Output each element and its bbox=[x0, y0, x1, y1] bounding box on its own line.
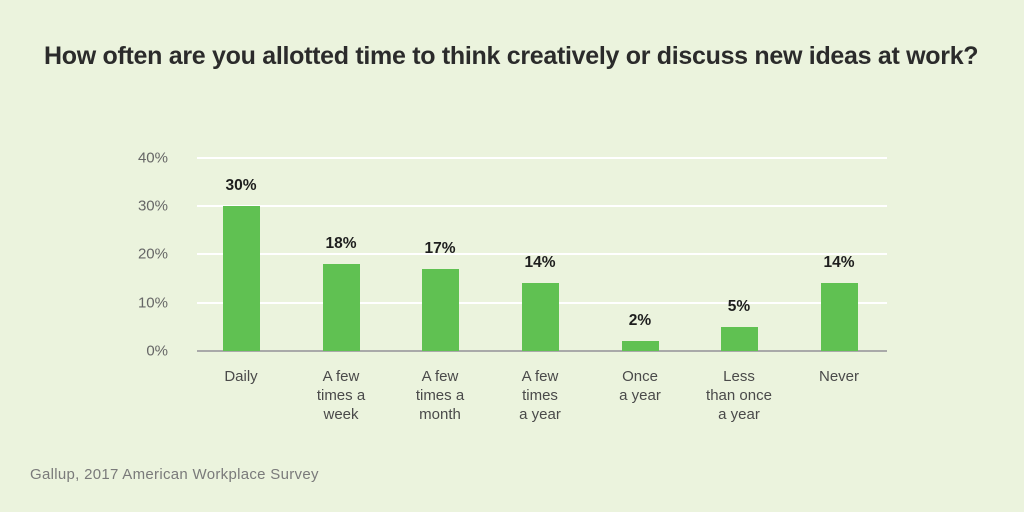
bar bbox=[820, 283, 858, 351]
y-axis-tick-label: 20% bbox=[137, 245, 168, 263]
bar-value-label: 14% bbox=[524, 254, 556, 272]
x-axis-category-label: Never bbox=[818, 368, 859, 385]
gridline bbox=[197, 253, 887, 256]
y-axis-tick-label: 0% bbox=[146, 342, 168, 360]
y-axis-tick-label: 30% bbox=[137, 197, 168, 215]
gridline bbox=[197, 156, 887, 159]
x-axis-category-label: A few times a week bbox=[316, 368, 366, 423]
bar bbox=[222, 206, 260, 351]
x-axis-baseline bbox=[197, 350, 887, 352]
y-axis-tick-label: 10% bbox=[137, 294, 168, 312]
x-axis-category-label: Daily bbox=[224, 368, 258, 385]
bar bbox=[720, 326, 758, 351]
gridline bbox=[197, 205, 887, 208]
bar-value-label: 14% bbox=[823, 254, 855, 272]
x-axis-category-label: A few times a year bbox=[519, 368, 561, 423]
bar-value-label: 30% bbox=[225, 177, 257, 195]
bar-value-label: 5% bbox=[727, 297, 751, 315]
bar-value-label: 17% bbox=[424, 239, 456, 257]
x-axis-category-label: A few times a month bbox=[415, 368, 465, 423]
bar-value-label: 2% bbox=[628, 312, 652, 330]
source-note: Gallup, 2017 American Workplace Survey bbox=[30, 466, 319, 483]
bar bbox=[521, 283, 559, 351]
bar bbox=[421, 268, 459, 351]
x-axis-category-label: Less than once a year bbox=[706, 368, 772, 423]
x-axis-category-label: Once a year bbox=[619, 368, 661, 404]
bar bbox=[322, 264, 360, 351]
bar bbox=[621, 341, 659, 351]
chart-title: How often are you allotted time to think… bbox=[44, 42, 979, 70]
y-axis-tick-label: 40% bbox=[137, 149, 168, 167]
bar-value-label: 18% bbox=[325, 235, 357, 253]
